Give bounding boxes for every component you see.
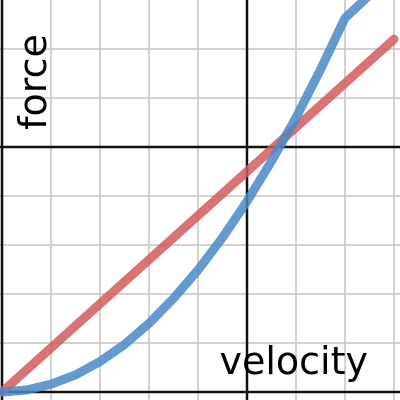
series-line-linear [0, 34, 399, 397]
series-line-quadratic [0, 0, 371, 397]
x-axis-label: velocity [219, 339, 368, 383]
y-axis-label: force [11, 34, 55, 130]
